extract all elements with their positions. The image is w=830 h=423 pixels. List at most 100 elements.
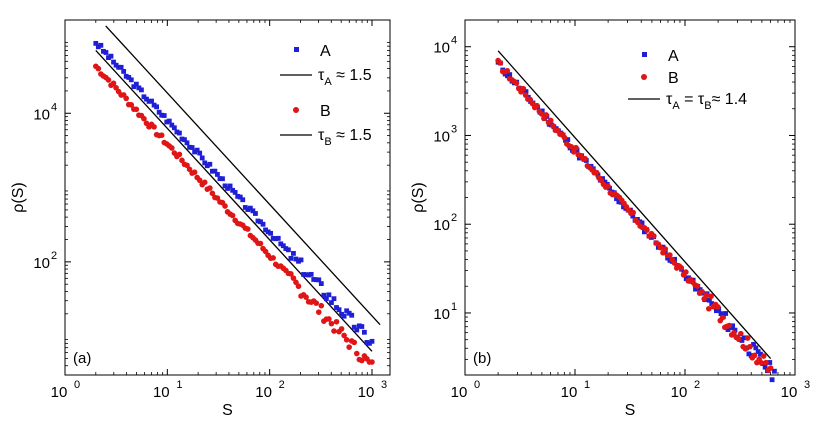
data-point-A [723, 311, 729, 316]
y-tick-label-exponent: 2 [451, 212, 457, 224]
y-tick-label-exponent: 4 [451, 35, 457, 47]
data-point-A [227, 183, 233, 189]
data-point-B [158, 132, 165, 139]
data-point-B [527, 96, 533, 103]
x-tick-label-exponent: 3 [381, 379, 387, 391]
fit-line [497, 50, 772, 359]
data-point-B [184, 162, 190, 169]
data-point-A [131, 84, 137, 90]
data-point-A [326, 292, 332, 298]
y-tick-label: 10 [433, 306, 450, 323]
data-point-B [333, 318, 340, 325]
data-point-B [359, 357, 365, 364]
data-point-A [630, 213, 636, 219]
data-point-B [561, 134, 568, 141]
data-point-A [293, 256, 299, 262]
data-point-B [758, 360, 765, 366]
data-point-A [184, 140, 190, 146]
data-point-A [166, 118, 172, 124]
y-tick-label-exponent: 2 [51, 250, 57, 262]
data-point-A [318, 281, 324, 286]
data-point-A [230, 187, 236, 193]
data-point-A [354, 327, 360, 333]
data-point-A [151, 102, 157, 108]
data-point-B [547, 117, 554, 124]
data-point-B [141, 115, 147, 122]
data-point-A [217, 176, 223, 181]
legend-fit-label: τA ≈ 1.5 [318, 67, 372, 88]
data-point-A [242, 205, 248, 210]
data-point-A [159, 112, 165, 118]
data-point-A [111, 59, 116, 65]
data-point-B [651, 233, 657, 239]
data-point-B [179, 157, 185, 164]
data-point-B [731, 330, 737, 336]
data-point-A [207, 161, 213, 167]
data-point-B [671, 260, 678, 266]
data-point-B [343, 337, 350, 343]
data-point-A [755, 349, 761, 354]
data-point-A [263, 227, 268, 233]
data-point-A [116, 64, 122, 70]
data-point-A [169, 122, 175, 128]
data-point-A [356, 323, 362, 329]
data-point-A [275, 235, 281, 241]
data-point-A [121, 69, 127, 74]
data-point-A [237, 194, 243, 200]
data-point-B [543, 112, 549, 118]
data-point-A [298, 257, 304, 263]
data-point-A [108, 53, 114, 59]
y-tick-label: 10 [433, 40, 450, 57]
data-point-B [520, 85, 527, 92]
data-point-A [336, 307, 342, 313]
data-point-A [141, 94, 147, 100]
data-point-B [678, 264, 685, 271]
data-point-A [732, 327, 738, 333]
x-tick-label: 10 [153, 384, 170, 401]
data-point-A [339, 311, 344, 317]
data-point-A [240, 197, 246, 203]
legend-fit-label: τA = τB≈ 1.4 [666, 91, 747, 112]
data-point-A [265, 229, 271, 235]
data-point-B [735, 336, 742, 342]
x-tick-label-exponent: 1 [584, 379, 590, 391]
data-point-A [693, 286, 698, 292]
data-point-B [522, 92, 529, 98]
data-point-A [344, 308, 350, 314]
data-point-B [513, 80, 520, 86]
data-point-A [334, 305, 339, 310]
data-point-B [657, 244, 664, 251]
data-point-B [288, 271, 294, 277]
data-point-A [225, 186, 230, 191]
data-point-B [95, 65, 102, 72]
data-point-B [196, 177, 203, 184]
data-point-B [123, 95, 130, 102]
data-point-B [738, 330, 744, 337]
data-point-A [95, 44, 101, 50]
data-point-A [707, 297, 712, 303]
data-point-A [215, 172, 220, 177]
data-point-A [291, 250, 296, 256]
data-point-A [189, 145, 195, 150]
data-point-A [106, 55, 111, 61]
legend-label-B: B [320, 103, 331, 120]
data-point-B [128, 102, 135, 108]
data-point-A [174, 129, 180, 135]
data-point-A [149, 98, 154, 104]
y-tick-label-exponent: 4 [51, 101, 57, 113]
data-point-A [260, 221, 266, 227]
data-point-B [270, 255, 276, 261]
data-point-A [369, 338, 375, 344]
data-point-A [194, 147, 200, 153]
data-point-B [570, 149, 577, 155]
data-point-B [318, 302, 325, 309]
x-tick-label-exponent: 2 [694, 379, 700, 391]
plot-frame [64, 19, 391, 376]
data-point-B [593, 169, 600, 176]
data-point-A [197, 150, 203, 156]
data-point-B [315, 309, 322, 315]
data-point-A [247, 205, 253, 211]
data-point-A [250, 208, 256, 214]
